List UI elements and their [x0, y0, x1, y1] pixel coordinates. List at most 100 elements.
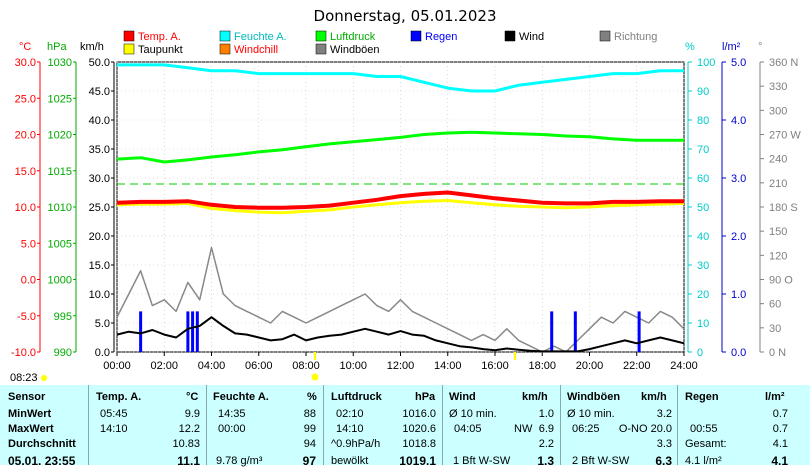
gust-header: Windböen — [567, 391, 621, 403]
legend-label: Richtung — [614, 31, 657, 43]
x-tick-label: 00:00 — [103, 360, 131, 372]
gust-avg10-label: Ø 10 min. — [567, 408, 615, 420]
pressure-axis-unit: hPa — [47, 41, 67, 53]
chart-marks — [116, 63, 685, 360]
temp-max: 12.2 — [178, 423, 200, 435]
pressure-tick-label: 1005 — [48, 238, 72, 250]
rain-max-time: 00:55 — [690, 423, 718, 435]
rain-bar — [637, 311, 641, 352]
temp-tick-label: 25.0 — [15, 93, 36, 105]
wind-tick-label: 40.0 — [89, 115, 110, 127]
wind-tick-label: 35.0 — [89, 144, 110, 156]
direction-tick-label: 90 O — [769, 275, 793, 287]
humidity-axis-unit: % — [685, 41, 695, 53]
temp-tick-label: 5.0 — [21, 238, 36, 250]
direction-tick-label: 0 N — [769, 347, 786, 359]
pressure-tick-label: 1015 — [48, 166, 72, 178]
humidity-avg: 94 — [303, 438, 316, 450]
humidity-tick-label: 30 — [697, 260, 709, 272]
x-tick-label: 04:00 — [198, 360, 226, 372]
legend-swatch — [315, 43, 327, 55]
side-time-label: 08:23 — [10, 372, 38, 384]
legend-label: Windchill — [234, 44, 278, 56]
x-tick-label: 22:00 — [623, 360, 651, 372]
gust-avg: 3.3 — [656, 438, 672, 450]
x-tick-label: 14:00 — [434, 360, 462, 372]
direction-tick-label: 270 W — [769, 130, 801, 142]
temp-header: Temp. A. — [96, 391, 142, 403]
legend-swatch — [315, 30, 327, 42]
humidity-tick-label: 10 — [697, 318, 709, 330]
statistics-panel: Sensor MinWert MaxWert Durchschnitt 05.0… — [0, 385, 810, 468]
pressure-trend: ^0.9hPa/h — [331, 438, 381, 450]
rain-total-label: Gesamt: — [685, 438, 727, 450]
pressure-tick-label: 995 — [54, 311, 72, 323]
humidity-tick-label: 70 — [697, 144, 709, 156]
gust-avg10: 3.2 — [656, 408, 672, 420]
x-tick-label: 20:00 — [576, 360, 604, 372]
temp-min: 9.9 — [184, 408, 200, 420]
humidity-tick-label: 100 — [697, 57, 715, 69]
wind-avg10-label: Ø 10 min. — [449, 408, 497, 420]
legend-swatch — [123, 30, 135, 42]
legend-swatch — [219, 30, 231, 42]
pressure-min: 1016.0 — [402, 408, 436, 420]
pressure-avg: 1018.8 — [402, 438, 436, 450]
rain-bar — [195, 311, 199, 352]
legend-label: Windböen — [330, 44, 380, 56]
temp-axis-unit: °C — [19, 41, 31, 53]
rain-header: Regen — [685, 391, 719, 403]
gust-max-time: 06:25 — [572, 423, 600, 435]
rain-tick-label: 4.0 — [731, 115, 746, 127]
feuchte-a-line — [117, 63, 684, 93]
wind-tick-label: 10.0 — [89, 289, 110, 301]
humidity-tick-label: 60 — [697, 173, 709, 185]
legend-label: Wind — [519, 31, 544, 43]
humidity-tick-label: 50 — [697, 202, 709, 214]
humidity-max: 99 — [303, 423, 316, 435]
gust-beaufort: 2 Bft W-SW — [572, 455, 630, 467]
direction-tick-label: 240 — [769, 154, 787, 166]
x-tick-label: 24:00 — [670, 360, 698, 372]
wind-unit: km/h — [522, 391, 548, 403]
temp-tick-label: 20.0 — [15, 130, 36, 142]
axis-unit-labels: °C hPa km/h% l/m² ° — [19, 41, 762, 53]
wind-max: 6.9 — [538, 423, 554, 435]
direction-tick-label: 330 — [769, 81, 787, 93]
pressure-unit: hPa — [415, 391, 436, 403]
chart-title: Donnerstag, 05.01.2023 — [314, 7, 497, 25]
legend-label: Temp. A. — [138, 31, 181, 43]
pressure-tick-label: 1010 — [48, 202, 72, 214]
wind-avg: 2.2 — [538, 438, 554, 450]
weather-chart: Donnerstag, 05.01.2023 Temp. A. Feuchte A… — [10, 7, 801, 384]
temp-current: 11.1 — [177, 454, 200, 468]
row-label-current: 05.01. 23:55 — [8, 454, 76, 468]
row-label-avg: Durchschnitt — [8, 438, 76, 450]
humidity-header: Feuchte A. — [213, 391, 269, 403]
wind-header: Wind — [449, 391, 476, 403]
rain-current: 4.1 — [771, 454, 788, 468]
gust-current: 6.3 — [655, 454, 672, 468]
temp-unit: °C — [186, 391, 199, 403]
pressure-tick-label: 1020 — [48, 130, 72, 142]
temp-a-line — [116, 190, 684, 210]
x-tick-label: 10:00 — [339, 360, 367, 372]
sensor-header: Sensor — [8, 391, 46, 403]
legend-label: Regen — [425, 31, 457, 43]
rain-tick-label: 1.0 — [731, 289, 746, 301]
row-label-min: MinWert — [8, 408, 52, 420]
direction-tick-label: 300 — [769, 105, 787, 117]
rain-min: 0.7 — [772, 408, 788, 420]
direction-tick-label: 60 — [769, 299, 781, 311]
wind-tick-label: 25.0 — [89, 202, 110, 214]
temp-min-time: 05:45 — [100, 408, 128, 420]
humidity-min: 88 — [303, 408, 316, 420]
rain-bar — [550, 311, 554, 352]
rain-tick-label: 5.0 — [731, 57, 746, 69]
x-tick-label: 08:00 — [292, 360, 320, 372]
direction-tick-label: 360 N — [769, 57, 798, 69]
x-axis-ticks: 00:00 02:00 04:00 06:00 08:00 10:00 12:00 14:00… — [103, 352, 698, 372]
gust-max: O-NO 20.0 — [618, 423, 672, 435]
sun-marker — [311, 373, 319, 381]
windb-en-line — [116, 246, 685, 353]
